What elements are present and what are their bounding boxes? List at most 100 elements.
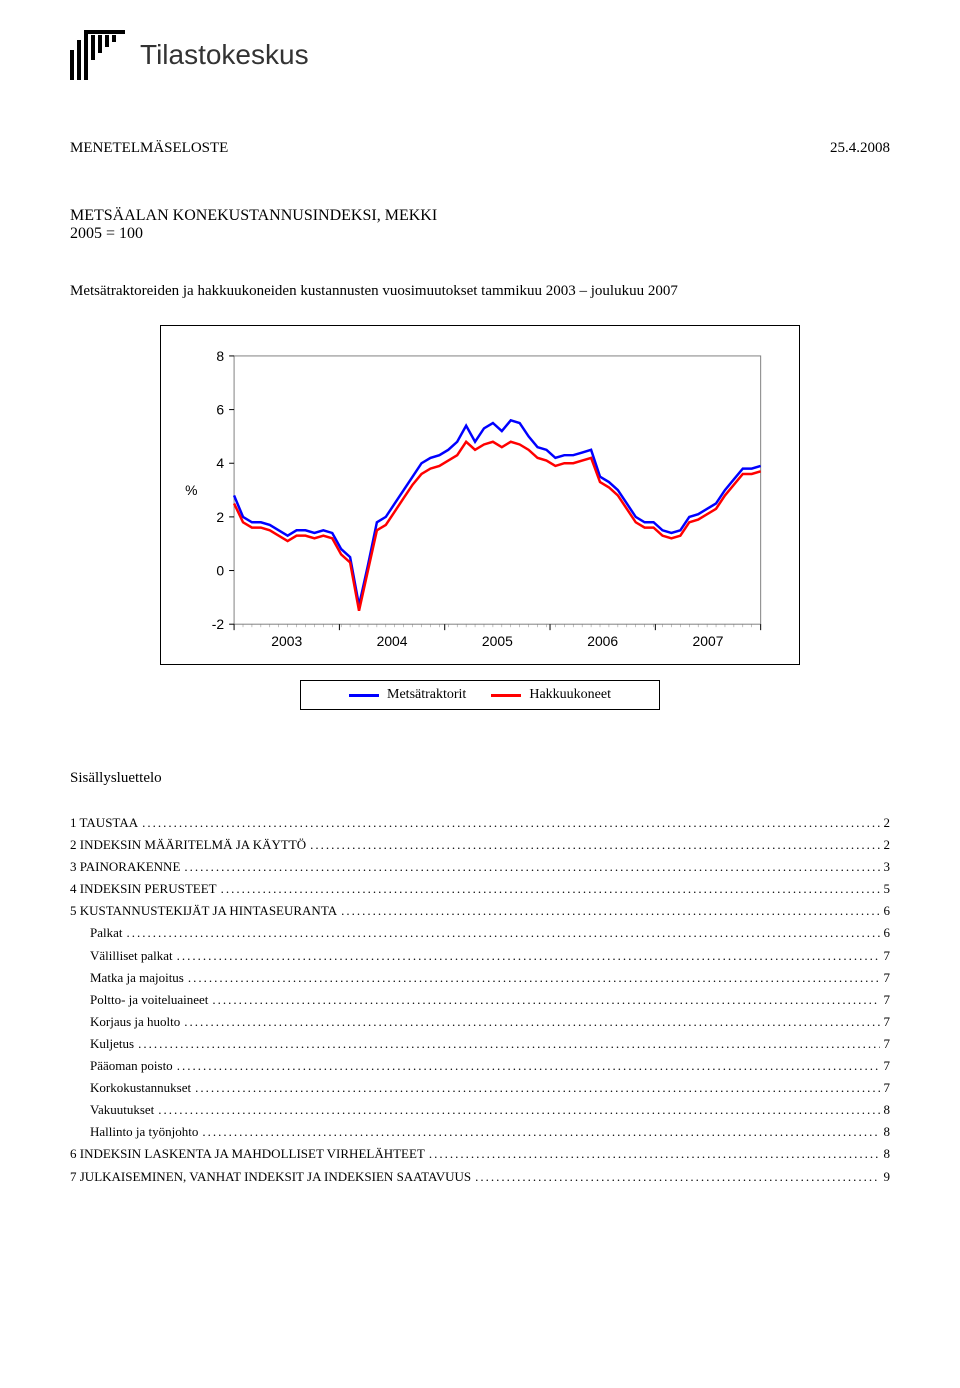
toc-page: 6 [884, 922, 891, 944]
toc-dots: ........................................… [475, 1166, 879, 1188]
toc-row: Kuljetus ...............................… [70, 1033, 890, 1055]
toc-text: Pääoman poisto [90, 1055, 173, 1077]
toc-page: 5 [884, 878, 891, 900]
toc-row: Korjaus ja huolto ......................… [70, 1011, 890, 1033]
toc-row: Poltto- ja voiteluaineet ...............… [70, 989, 890, 1011]
header-row: MENETELMÄSELOSTE 25.4.2008 [70, 140, 890, 157]
toc-page: 3 [884, 856, 891, 878]
toc-dots: ........................................… [188, 967, 880, 989]
tilastokeskus-logo-icon [70, 30, 125, 80]
toc-row: 2 INDEKSIN MÄÄRITELMÄ JA KÄYTTÖ ........… [70, 834, 890, 856]
toc-page: 7 [884, 1077, 891, 1099]
toc-text: Matka ja majoitus [90, 967, 184, 989]
legend-label: Hakkuukoneet [529, 687, 611, 703]
toc-dots: ........................................… [310, 834, 879, 856]
svg-text:2: 2 [216, 509, 224, 525]
toc-text: Korkokustannukset [90, 1077, 191, 1099]
toc-row: Välilliset palkat ......................… [70, 945, 890, 967]
doc-type: MENETELMÄSELOSTE [70, 140, 228, 157]
svg-text:2003: 2003 [271, 633, 302, 649]
toc-page: 9 [884, 1166, 891, 1188]
toc-page: 7 [884, 989, 891, 1011]
toc-dots: ........................................… [202, 1121, 879, 1143]
toc-dots: ........................................… [221, 878, 880, 900]
toc-row: 1 TAUSTAA ..............................… [70, 812, 890, 834]
svg-text:6: 6 [216, 402, 224, 418]
legend-label: Metsätraktorit [387, 687, 466, 703]
toc-dots: ........................................… [138, 1033, 879, 1055]
toc-row: Hallinto ja työnjohto ..................… [70, 1121, 890, 1143]
logo-container: Tilastokeskus [70, 30, 890, 80]
toc-page: 2 [884, 812, 891, 834]
toc-text: 5 KUSTANNUSTEKIJÄT JA HINTASEURANTA [70, 900, 337, 922]
svg-text:%: % [185, 482, 197, 498]
toc-dots: ........................................… [429, 1143, 880, 1165]
toc-dots: ........................................… [212, 989, 879, 1011]
title-line1: METSÄALAN KONEKUSTANNUSINDEKSI, MEKKI [70, 207, 890, 225]
chart-subtitle: Metsätraktoreiden ja hakkuukoneiden kust… [70, 283, 890, 300]
toc-dots: ........................................… [177, 945, 880, 967]
toc-dots: ........................................… [341, 900, 879, 922]
toc-row: 7 JULKAISEMINEN, VANHAT INDEKSIT JA INDE… [70, 1166, 890, 1188]
toc-text: Vakuutukset [90, 1099, 154, 1121]
toc-text: 4 INDEKSIN PERUSTEET [70, 878, 217, 900]
toc-dots: ........................................… [127, 922, 880, 944]
chart-container: -2 0 2 4 6 8 2003 2004 2005 2006 2007% [160, 325, 800, 665]
toc-page: 7 [884, 1055, 891, 1077]
toc-page: 2 [884, 834, 891, 856]
toc-page: 7 [884, 945, 891, 967]
toc: 1 TAUSTAA ..............................… [70, 812, 890, 1188]
toc-text: Välilliset palkat [90, 945, 173, 967]
svg-text:-2: -2 [212, 616, 225, 632]
legend-swatch [349, 694, 379, 697]
toc-dots: ........................................… [158, 1099, 879, 1121]
line-chart: -2 0 2 4 6 8 2003 2004 2005 2006 2007% [176, 346, 779, 654]
toc-dots: ........................................… [184, 856, 879, 878]
toc-page: 8 [884, 1099, 891, 1121]
toc-row: 3 PAINORAKENNE .........................… [70, 856, 890, 878]
doc-date: 25.4.2008 [830, 140, 890, 157]
legend-container: Metsätraktorit Hakkuukoneet [300, 680, 660, 710]
toc-dots: ........................................… [142, 812, 879, 834]
toc-text: Korjaus ja huolto [90, 1011, 180, 1033]
toc-page: 8 [884, 1121, 891, 1143]
toc-text: 1 TAUSTAA [70, 812, 138, 834]
toc-row: Vakuutukset ............................… [70, 1099, 890, 1121]
toc-text: Hallinto ja työnjohto [90, 1121, 198, 1143]
toc-text: 3 PAINORAKENNE [70, 856, 180, 878]
legend-item: Hakkuukoneet [491, 687, 611, 703]
toc-dots: ........................................… [195, 1077, 879, 1099]
toc-row: 6 INDEKSIN LASKENTA JA MAHDOLLISET VIRHE… [70, 1143, 890, 1165]
toc-row: 4 INDEKSIN PERUSTEET ...................… [70, 878, 890, 900]
toc-page: 8 [884, 1143, 891, 1165]
toc-page: 7 [884, 1033, 891, 1055]
toc-title: Sisällysluettelo [70, 770, 890, 787]
svg-text:8: 8 [216, 348, 224, 364]
toc-dots: ........................................… [184, 1011, 879, 1033]
toc-text: 7 JULKAISEMINEN, VANHAT INDEKSIT JA INDE… [70, 1166, 471, 1188]
toc-page: 7 [884, 1011, 891, 1033]
toc-text: 6 INDEKSIN LASKENTA JA MAHDOLLISET VIRHE… [70, 1143, 425, 1165]
toc-page: 7 [884, 967, 891, 989]
toc-row: Palkat .................................… [70, 922, 890, 944]
toc-row: 5 KUSTANNUSTEKIJÄT JA HINTASEURANTA ....… [70, 900, 890, 922]
toc-dots: ........................................… [177, 1055, 880, 1077]
svg-text:2005: 2005 [482, 633, 513, 649]
toc-row: Pääoman poisto .........................… [70, 1055, 890, 1077]
legend-swatch [491, 694, 521, 697]
toc-row: Korkokustannukset ......................… [70, 1077, 890, 1099]
toc-page: 6 [884, 900, 891, 922]
svg-text:2007: 2007 [693, 633, 724, 649]
toc-text: Poltto- ja voiteluaineet [90, 989, 208, 1011]
doc-title: METSÄALAN KONEKUSTANNUSINDEKSI, MEKKI 20… [70, 207, 890, 243]
toc-row: Matka ja majoitus ......................… [70, 967, 890, 989]
svg-text:2004: 2004 [377, 633, 408, 649]
legend-item: Metsätraktorit [349, 687, 466, 703]
svg-text:0: 0 [216, 563, 224, 579]
svg-text:4: 4 [216, 455, 224, 471]
title-line2: 2005 = 100 [70, 225, 890, 243]
svg-text:2006: 2006 [587, 633, 618, 649]
toc-text: Palkat [90, 922, 123, 944]
toc-text: Kuljetus [90, 1033, 134, 1055]
logo-text: Tilastokeskus [140, 39, 309, 71]
